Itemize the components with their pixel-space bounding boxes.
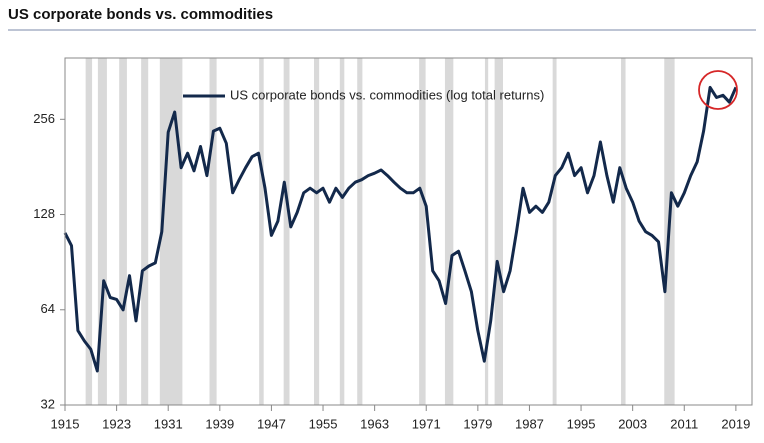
shaded-period — [159, 58, 183, 405]
x-tick-label: 1931 — [154, 416, 183, 431]
shaded-period — [419, 58, 426, 405]
shaded-period — [621, 58, 626, 405]
chart-title: US corporate bonds vs. commodities — [8, 6, 273, 23]
x-tick-label: 1923 — [102, 416, 131, 431]
x-tick-label: 1987 — [515, 416, 544, 431]
highlight-circle — [698, 70, 738, 110]
shaded-period — [283, 58, 290, 405]
shaded-period — [494, 58, 504, 405]
x-tick-label: 2011 — [670, 416, 698, 431]
x-tick-label: 1979 — [463, 416, 492, 431]
shaded-period — [339, 58, 345, 405]
shaded-period — [444, 58, 454, 405]
shaded-period — [141, 58, 149, 405]
y-tick-label: 64 — [41, 301, 55, 316]
x-tick-label: 2019 — [721, 416, 750, 431]
shaded-period — [97, 58, 107, 405]
x-tick-label: 1963 — [360, 416, 389, 431]
shaded-period — [357, 58, 363, 405]
shaded-period — [259, 58, 264, 405]
y-tick-label: 32 — [41, 396, 55, 411]
shaded-period — [209, 58, 217, 405]
x-tick-label: 1947 — [257, 416, 286, 431]
x-tick-label: 1955 — [309, 416, 338, 431]
y-tick-label: 128 — [33, 206, 55, 221]
shaded-period — [313, 58, 320, 405]
series-line — [63, 85, 738, 373]
plot-frame — [64, 57, 753, 406]
legend-label: US corporate bonds vs. commodities (log … — [230, 87, 544, 102]
x-tick-label: 1915 — [51, 416, 80, 431]
shaded-period — [119, 58, 127, 405]
x-tick-label: 2003 — [618, 416, 647, 431]
x-tick-label: 1995 — [567, 416, 596, 431]
x-tick-label: 1971 — [412, 416, 441, 431]
shaded-period — [552, 58, 557, 405]
x-tick-label: 1939 — [205, 416, 234, 431]
y-tick-label: 256 — [33, 111, 55, 126]
shaded-period — [85, 58, 93, 405]
shaded-period — [484, 58, 489, 405]
